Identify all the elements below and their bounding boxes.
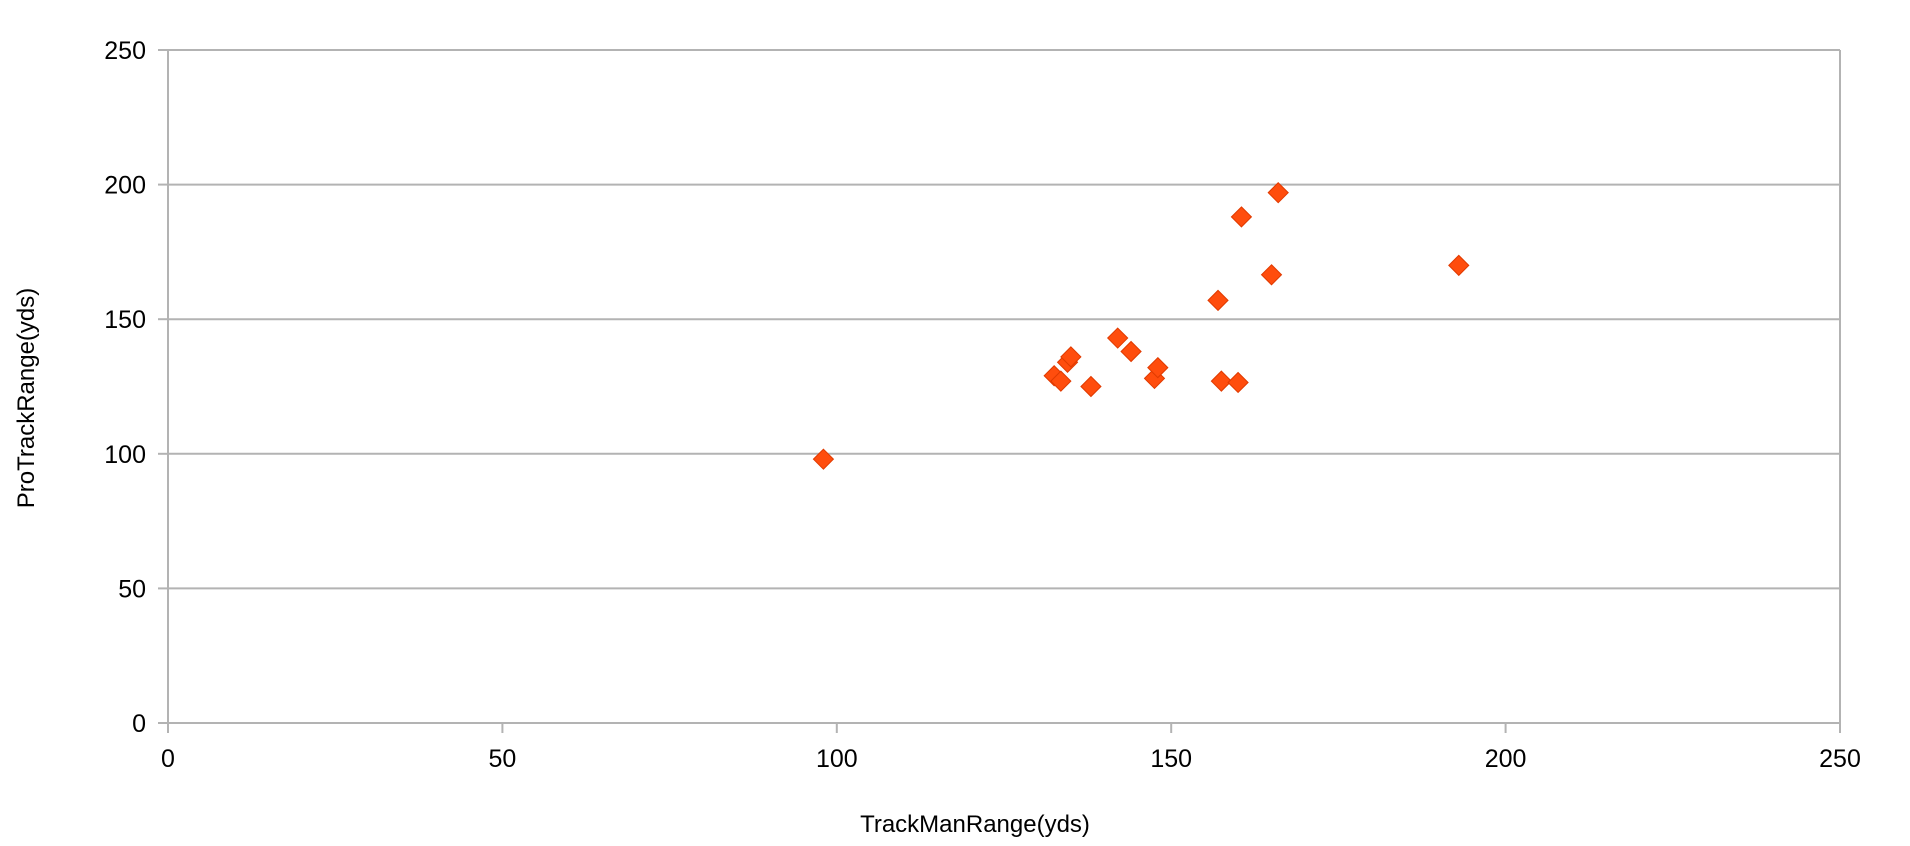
data-point [1060, 346, 1082, 368]
x-tick-label: 50 [488, 745, 516, 773]
data-point [1230, 206, 1253, 228]
y-axis-label: ProTrackRange(yds) [13, 288, 40, 509]
data-point [1080, 375, 1102, 398]
y-tick-label: 100 [104, 441, 146, 469]
data-points [812, 181, 1470, 470]
data-point [1210, 370, 1233, 392]
data-point [1106, 327, 1129, 349]
data-point [1260, 264, 1283, 286]
x-tick-label: 100 [816, 745, 858, 773]
y-tick-labels: 0 50 100 150 200 250 [104, 37, 146, 738]
y-tick-label: 150 [104, 306, 146, 334]
x-tick-label: 0 [161, 745, 175, 773]
data-point [1448, 254, 1470, 277]
data-point [1120, 340, 1142, 363]
data-point [1050, 370, 1072, 392]
data-point [1267, 181, 1289, 204]
data-point [812, 448, 835, 470]
axes [158, 49, 1841, 733]
x-tick-label: 200 [1485, 745, 1527, 773]
data-point [1227, 371, 1249, 394]
y-tick-label: 50 [118, 575, 146, 603]
data-point [1207, 289, 1229, 312]
grid-lines [168, 49, 1840, 590]
x-tick-label: 250 [1819, 745, 1861, 773]
x-axis-label: TrackManRange(yds) [860, 811, 1090, 838]
y-tick-label: 250 [104, 37, 146, 65]
data-point [1147, 356, 1169, 379]
x-tick-label: 150 [1150, 745, 1192, 773]
y-tick-label: 200 [104, 172, 146, 200]
y-tick-label: 0 [132, 710, 146, 738]
x-tick-labels: 0 50 100 150 200 250 [161, 745, 1861, 773]
